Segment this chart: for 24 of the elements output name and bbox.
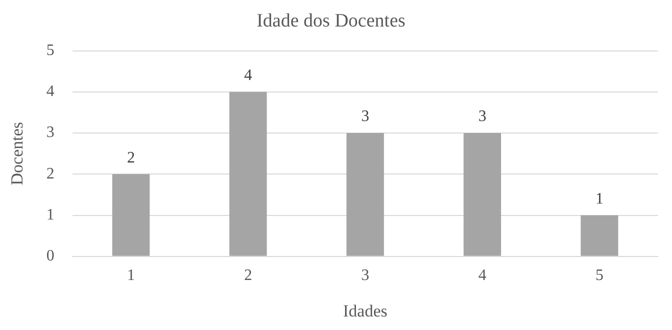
bar — [346, 133, 384, 256]
x-tick-label: 2 — [244, 267, 252, 284]
y-tick-label: 5 — [46, 42, 54, 60]
y-tick-label: 4 — [46, 83, 54, 100]
bar — [112, 174, 150, 256]
y-tick-label: 0 — [46, 248, 54, 265]
data-label: 1 — [595, 190, 604, 208]
y-tick-label: 2 — [46, 165, 54, 182]
data-label: 3 — [478, 108, 486, 126]
x-tick-label: 3 — [361, 267, 370, 284]
bar — [464, 133, 502, 256]
x-tick-label: 5 — [595, 267, 604, 284]
bar — [580, 215, 618, 256]
x-tick-label: 1 — [126, 267, 135, 284]
bar — [229, 92, 267, 256]
chart-title: Idade dos Docentes — [256, 10, 406, 32]
y-tick-label: 3 — [46, 124, 54, 142]
y-tick-label: 1 — [46, 206, 54, 224]
data-label: 2 — [126, 149, 135, 166]
y-axis-title: Docentes — [8, 122, 27, 186]
data-label: 4 — [244, 67, 252, 84]
data-label: 3 — [361, 108, 370, 126]
x-axis-title: Idades — [343, 301, 388, 320]
x-tick-label: 4 — [478, 267, 486, 284]
